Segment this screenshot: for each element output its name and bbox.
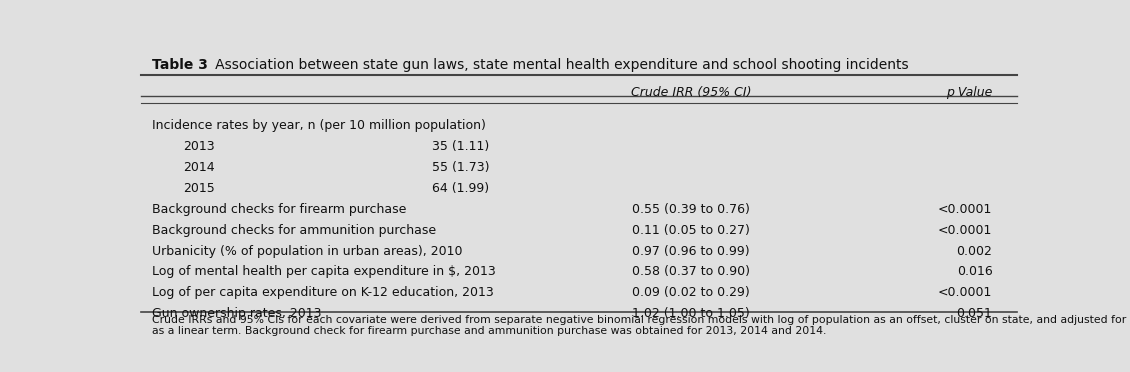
Text: Crude IRRs and 95% CIs for each covariate were derived from separate negative bi: Crude IRRs and 95% CIs for each covariat… [151,315,1130,326]
Text: 2015: 2015 [183,182,215,195]
Text: 35 (1.11): 35 (1.11) [433,140,489,153]
Text: Urbanicity (% of population in urban areas), 2010: Urbanicity (% of population in urban are… [151,244,462,257]
Text: 0.97 (0.96 to 0.99): 0.97 (0.96 to 0.99) [633,244,750,257]
Text: Log of mental health per capita expenditure in $, 2013: Log of mental health per capita expendit… [151,266,496,279]
Text: Crude IRR (95% CI): Crude IRR (95% CI) [631,86,751,99]
Text: <0.0001: <0.0001 [938,203,992,216]
Text: 0.55 (0.39 to 0.76): 0.55 (0.39 to 0.76) [633,203,750,216]
Text: Background checks for ammunition purchase: Background checks for ammunition purchas… [151,224,436,237]
Text: Gun ownership rates, 2013: Gun ownership rates, 2013 [151,307,321,320]
Text: p Value: p Value [946,86,992,99]
Text: Log of per capita expenditure on K-12 education, 2013: Log of per capita expenditure on K-12 ed… [151,286,494,299]
Text: 0.11 (0.05 to 0.27): 0.11 (0.05 to 0.27) [633,224,750,237]
Text: 0.002: 0.002 [957,244,992,257]
Text: Table 3: Table 3 [151,58,208,71]
Text: Background checks for firearm purchase: Background checks for firearm purchase [151,203,406,216]
Text: 55 (1.73): 55 (1.73) [432,161,489,174]
Text: 0.016: 0.016 [957,266,992,279]
Text: as a linear term. Background check for firearm purchase and ammunition purchase : as a linear term. Background check for f… [151,326,826,336]
Text: 64 (1.99): 64 (1.99) [433,182,489,195]
Text: 0.09 (0.02 to 0.29): 0.09 (0.02 to 0.29) [633,286,750,299]
Text: Association between state gun laws, state mental health expenditure and school s: Association between state gun laws, stat… [201,58,909,71]
Text: 2014: 2014 [183,161,215,174]
Text: 1.02 (1.00 to 1.05): 1.02 (1.00 to 1.05) [633,307,750,320]
Text: Incidence rates by year, n (per 10 million population): Incidence rates by year, n (per 10 milli… [151,119,486,132]
Text: 0.58 (0.37 to 0.90): 0.58 (0.37 to 0.90) [632,266,750,279]
Text: 0.051: 0.051 [957,307,992,320]
Text: <0.0001: <0.0001 [938,224,992,237]
Text: 2013: 2013 [183,140,215,153]
Text: <0.0001: <0.0001 [938,286,992,299]
